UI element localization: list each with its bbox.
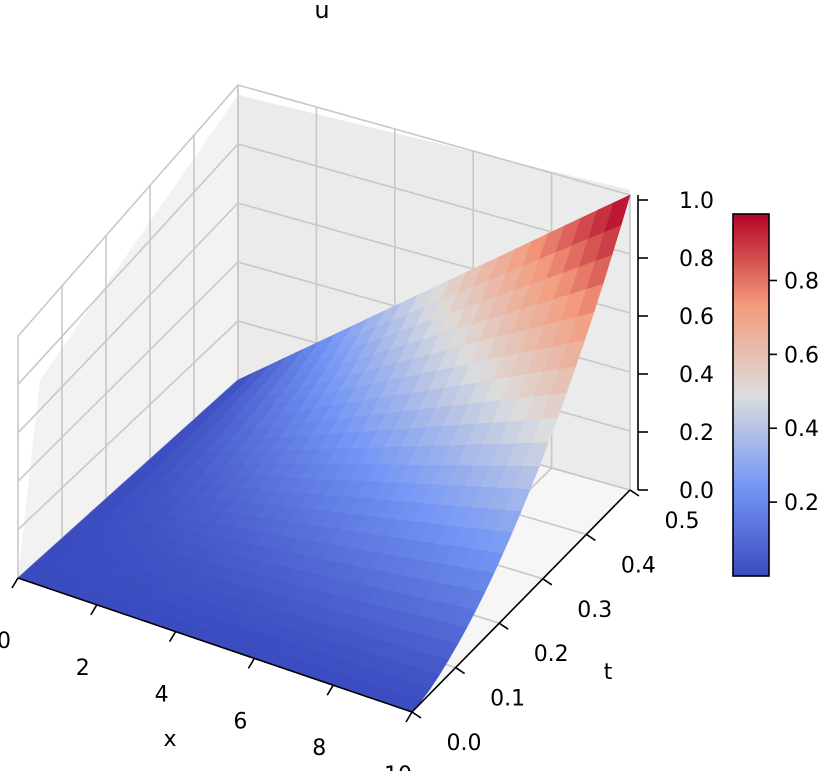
y-tick-label-3: 0.3 [577,598,612,623]
surface-plot [17,194,631,713]
y-tick-label-0: 0.0 [447,731,482,756]
x-tick-label-2: 4 [155,683,169,708]
colorbar-tick-label-1: 0.4 [784,417,819,442]
chart-title: u [314,0,329,24]
x-tick-label-5: 10 [384,763,412,771]
x-axis-line [17,577,413,713]
grid-line-z-29 [17,84,631,337]
x-tick-label-3: 6 [233,709,247,734]
z-tick-label-1: 0.2 [679,421,714,446]
colorbar-tick-label-2: 0.6 [784,343,819,368]
z-axis-ticks: 0.0 0.2 0.4 0.6 0.8 1.0 [638,189,714,504]
x-tick-label-0: 0 [0,629,11,654]
z-tick-label-5: 1.0 [679,189,714,214]
y-tick-label-4: 0.4 [621,553,656,578]
y-axis-line [411,489,631,713]
z-tick-label-2: 0.4 [679,363,714,388]
y-tick-label-1: 0.1 [490,687,525,712]
x-tick-mark-3 [247,657,256,669]
x-tick-mark-0 [11,577,19,589]
y-axis-label: t [604,660,613,685]
y-tick-mark-1 [455,666,466,675]
x-axis-ticks: 0 2 4 6 8 10 [0,577,413,771]
z-tick-label-4: 0.8 [679,247,714,272]
y-tick-mark-3 [542,578,553,586]
x-axis-label: x [163,727,176,752]
colorbar-tick-label-0: 0.2 [784,491,819,516]
y-tick-label-5: 0.5 [665,509,700,534]
x-tick-label-1: 2 [76,656,90,681]
x-tick-mark-1 [90,604,98,616]
z-tick-label-0: 0.0 [679,479,714,504]
x-tick-mark-4 [326,684,334,696]
y-axis-ticks: 0.0 0.1 0.2 0.3 0.4 0.5 [411,489,700,756]
colorbar-tick-label-3: 0.8 [784,269,819,294]
colorbar-gradient [732,213,770,577]
z-tick-label-3: 0.6 [679,305,714,330]
y-tick-mark-2 [498,622,509,630]
x-tick-mark-5 [405,711,413,723]
y-tick-mark-4 [585,533,596,542]
x-tick-label-4: 8 [312,736,326,761]
y-tick-mark-5 [629,489,640,497]
colorbar: 0.2 0.4 0.6 0.8 [732,213,819,577]
grid-line-z-28 [17,143,631,386]
y-tick-mark-0 [411,711,422,719]
x-tick-mark-2 [168,631,177,643]
colorbar-ticks: 0.2 0.4 0.6 0.8 [769,269,819,516]
pane-left-wall [18,95,238,578]
y-tick-label-2: 0.2 [534,642,569,667]
